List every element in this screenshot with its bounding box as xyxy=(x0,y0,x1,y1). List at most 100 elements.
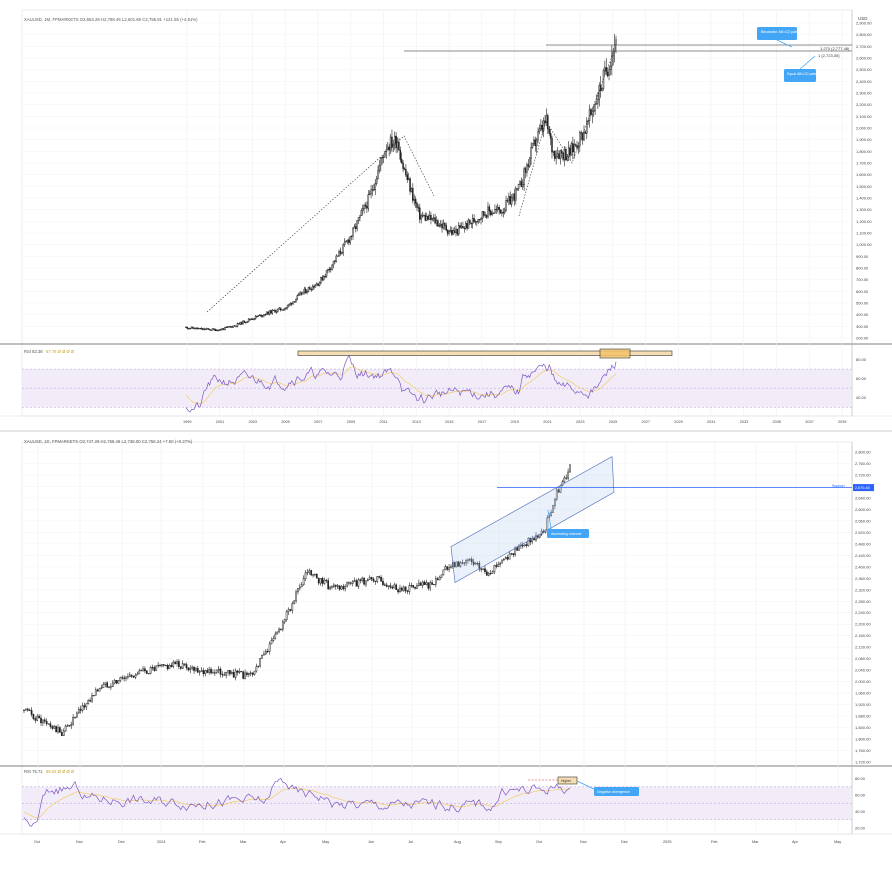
monthly-candle xyxy=(491,212,493,215)
daily-time-tick: Nov xyxy=(76,840,83,844)
monthly-candle xyxy=(293,301,296,303)
monthly-candle xyxy=(388,146,390,151)
daily-candle xyxy=(79,708,82,711)
daily-candle xyxy=(251,672,254,675)
monthly-candle xyxy=(430,214,432,220)
daily-candle xyxy=(25,708,27,711)
daily-candle xyxy=(278,628,280,633)
monthly-candle xyxy=(413,198,415,201)
monthly-time-tick: 2007 xyxy=(314,420,322,424)
monthly-axes: 2,900.00 2,800.00 2,700.00 2,600.00 2,500.00… xyxy=(0,16,892,424)
daily-candle xyxy=(204,670,207,675)
monthly-candle xyxy=(409,178,411,192)
monthly-candle xyxy=(341,252,343,254)
daily-candle xyxy=(196,668,199,673)
monthly-callout-equal xyxy=(784,69,816,82)
daily-candle xyxy=(338,585,341,590)
daily-candle xyxy=(474,563,477,565)
monthly-chart-svg[interactable]: 2,900.00 2,800.00 2,700.00 2,600.00 2,500.00… xyxy=(0,0,892,430)
monthly-candle xyxy=(442,223,445,229)
daily-price-tick: 2,320.00 xyxy=(855,587,871,592)
daily-candle xyxy=(404,586,407,592)
monthly-candle xyxy=(448,231,450,234)
monthly-candle xyxy=(338,250,340,257)
daily-candle xyxy=(200,670,203,672)
daily-candle xyxy=(395,584,398,590)
monthly-fib-1-label: 1 (2,723.35) xyxy=(818,53,840,58)
daily-candle xyxy=(51,726,54,729)
monthly-candle xyxy=(526,164,528,173)
daily-candle xyxy=(412,585,415,588)
daily-candle xyxy=(484,568,486,573)
daily-candle xyxy=(554,498,556,506)
monthly-candle xyxy=(410,188,413,192)
daily-chart-svg[interactable]: 2,800.002,760.002,720.002,680.002,640.00… xyxy=(0,432,892,869)
daily-candle xyxy=(104,682,107,685)
daily-candle xyxy=(217,668,220,671)
monthly-chart-header: XAUUSD, 1M, FPMARKETS O2,653.28 H2,798.4… xyxy=(24,17,198,22)
monthly-candle xyxy=(224,326,226,330)
daily-candle xyxy=(125,676,127,679)
monthly-candle xyxy=(282,309,285,311)
daily-candle xyxy=(525,544,528,546)
daily-candle xyxy=(189,667,192,671)
daily-candle xyxy=(431,582,433,585)
monthly-candle xyxy=(480,218,482,220)
monthly-price-tick: 200.00 xyxy=(856,336,869,341)
monthly-candle xyxy=(233,325,236,327)
daily-time-tick: Feb xyxy=(199,840,206,844)
daily-candle xyxy=(472,561,475,565)
daily-time-tick: Dec xyxy=(621,840,628,844)
monthly-candle xyxy=(406,174,409,180)
monthly-candle xyxy=(586,120,588,134)
daily-candle xyxy=(42,719,44,724)
daily-candle xyxy=(329,586,331,590)
daily-candle xyxy=(355,580,358,587)
monthly-candle xyxy=(384,151,386,158)
daily-candle xyxy=(172,661,175,667)
monthly-candle xyxy=(206,328,208,330)
monthly-rsi-tick: 40.00 xyxy=(856,395,867,400)
monthly-candle xyxy=(419,207,421,220)
daily-candle xyxy=(259,657,262,667)
daily-candle xyxy=(450,566,452,568)
monthly-candle xyxy=(510,197,513,205)
daily-time-tick: Mar xyxy=(240,840,247,844)
daily-candle xyxy=(295,591,297,602)
daily-candle xyxy=(36,715,39,721)
monthly-candle xyxy=(416,202,418,208)
monthly-candle xyxy=(432,217,435,219)
daily-candle xyxy=(378,576,381,578)
monthly-candle xyxy=(595,102,598,105)
daily-candle xyxy=(157,665,159,667)
monthly-callout-bitcoinator xyxy=(757,27,797,40)
monthly-candle xyxy=(444,223,446,226)
daily-candle xyxy=(455,561,458,568)
monthly-price-tick: 2,200.00 xyxy=(856,102,872,107)
monthly-candle xyxy=(345,241,347,243)
daily-chart-panel[interactable]: XAUUSD, 1D, FPMARKETS O2,747.29 H2,758.4… xyxy=(0,432,892,869)
monthly-price-tick: 1,700.00 xyxy=(856,161,872,166)
daily-candle xyxy=(123,677,125,679)
daily-price-tick: 2,600.00 xyxy=(855,507,871,512)
monthly-candle xyxy=(253,318,255,320)
daily-candle xyxy=(62,730,65,736)
monthly-candle xyxy=(452,230,454,235)
monthly-candle xyxy=(551,137,553,153)
daily-rsi-tick: 60.00 xyxy=(855,793,866,798)
daily-price-tick: 1,840.00 xyxy=(855,725,871,730)
daily-candle xyxy=(315,574,318,579)
monthly-candle xyxy=(567,147,570,157)
monthly-candle xyxy=(335,255,338,262)
daily-candle xyxy=(210,669,212,674)
daily-candle xyxy=(467,559,469,561)
daily-candle xyxy=(181,663,184,669)
daily-candle xyxy=(340,586,343,590)
daily-candle xyxy=(244,672,246,679)
daily-candle xyxy=(49,723,52,727)
daily-candle xyxy=(174,661,176,664)
daily-candle xyxy=(465,560,467,564)
daily-candle xyxy=(161,664,163,667)
monthly-candle xyxy=(303,288,306,293)
monthly-chart-panel[interactable]: XAUUSD, 1M, FPMARKETS O2,653.28 H2,798.4… xyxy=(0,0,892,430)
